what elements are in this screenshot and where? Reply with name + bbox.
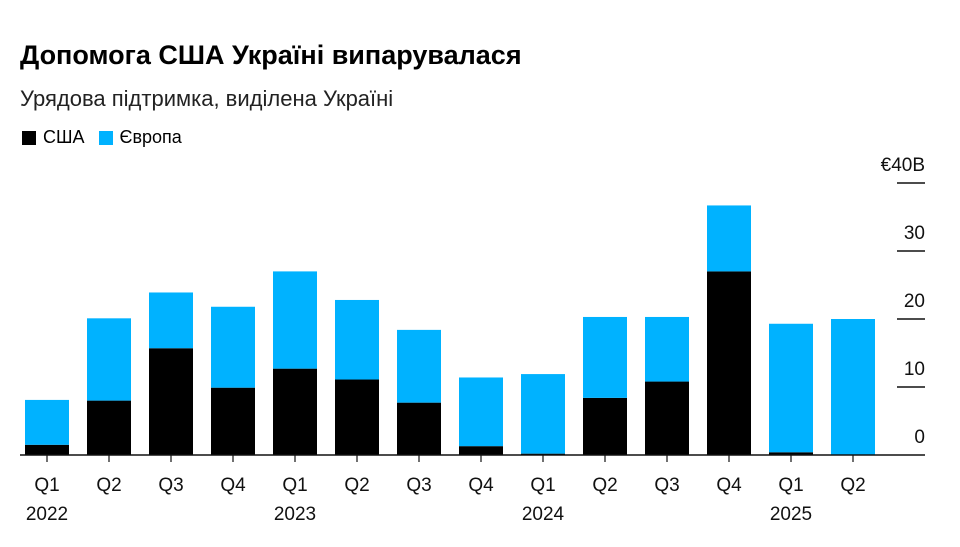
x-year-label: 2025: [770, 504, 812, 525]
bar-us: [397, 402, 441, 455]
x-tick-label: Q1: [34, 475, 59, 496]
bar-europe: [521, 374, 565, 454]
x-tick-label: Q3: [654, 475, 679, 496]
bar-us: [769, 452, 813, 455]
bar-us: [211, 387, 255, 455]
bar-europe: [211, 306, 255, 388]
bar-us: [335, 379, 379, 455]
x-year-label: 2023: [274, 504, 316, 525]
bar-europe: [459, 377, 503, 447]
bar-us: [645, 381, 689, 455]
bar-us: [149, 348, 193, 455]
x-tick-label: Q4: [468, 475, 494, 496]
x-tick-label: Q3: [158, 475, 183, 496]
bar-europe: [335, 299, 379, 380]
x-tick-label: Q3: [406, 475, 431, 496]
legend-swatch-europe: [98, 130, 113, 145]
x-tick-label: Q4: [716, 475, 742, 496]
legend-swatch-us: [22, 130, 36, 145]
bar-europe: [645, 316, 689, 382]
bar-us: [707, 271, 751, 455]
x-tick-label: Q1: [530, 475, 555, 496]
y-tick-label: 20: [904, 291, 925, 312]
y-tick-label: 10: [904, 359, 925, 380]
bar-europe: [583, 316, 627, 398]
bar-europe: [707, 205, 751, 272]
x-tick-label: Q1: [282, 475, 307, 496]
bar-us: [25, 444, 69, 455]
x-tick-label: Q1: [778, 475, 803, 496]
x-tick-label: Q2: [344, 475, 369, 496]
x-tick-label: Q4: [220, 475, 246, 496]
bar-europe: [831, 319, 875, 455]
bar-europe: [149, 292, 193, 349]
y-tick-label: 0: [914, 427, 925, 448]
x-year-label: 2022: [26, 504, 68, 525]
bar-us: [583, 397, 627, 455]
chart-subtitle: Урядова підтримка, виділена Україні: [20, 86, 394, 111]
bar-us: [273, 368, 317, 455]
bar-europe: [273, 271, 317, 369]
legend-item-europe: Європа: [98, 127, 182, 148]
legend: США Європа: [22, 127, 182, 148]
bar-us: [459, 446, 503, 455]
legend-label-europe: Європа: [119, 127, 182, 147]
bar-europe: [87, 318, 131, 401]
x-tick-label: Q2: [96, 475, 121, 496]
bar-europe: [25, 399, 69, 445]
legend-label-us: США: [43, 127, 85, 147]
bar-europe: [397, 329, 441, 403]
legend-item-us: США: [22, 127, 85, 148]
bar-us: [87, 400, 131, 455]
y-tick-label: 30: [904, 223, 925, 244]
bar-europe: [769, 323, 813, 453]
chart-title: Допомога США Україні випарувалася: [20, 40, 522, 70]
x-tick-label: Q2: [592, 475, 617, 496]
y-tick-label: €40B: [881, 155, 925, 176]
x-tick-label: Q2: [840, 475, 865, 496]
x-year-label: 2024: [522, 504, 565, 525]
